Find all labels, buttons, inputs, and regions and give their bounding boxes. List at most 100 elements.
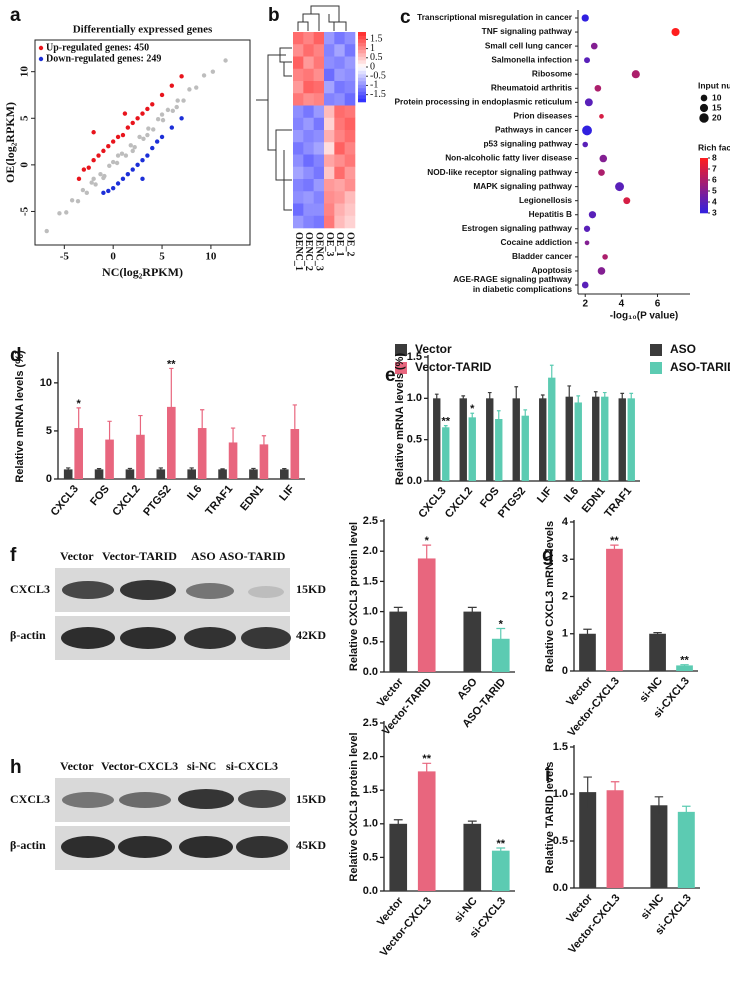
y-tick-label: 1.0 [407, 392, 422, 404]
bar [249, 469, 258, 479]
colorbar-step [700, 193, 708, 197]
colorbar-step [358, 46, 366, 50]
blot-row-label: β-actin [10, 838, 46, 852]
colorbar-step [700, 177, 708, 181]
point [132, 144, 137, 150]
y-tick-label: 1.5 [363, 784, 378, 796]
significance-label: * [499, 618, 504, 630]
bar [218, 469, 227, 479]
point [91, 158, 96, 163]
bar [259, 444, 269, 479]
x-tick-label: LIF [277, 483, 297, 504]
heat-cell [313, 203, 325, 217]
colorbar-tick-label: 6 [712, 174, 717, 184]
chart-title: Differentially expressed genes [73, 24, 213, 36]
bar [459, 398, 467, 481]
heat-cell [303, 117, 314, 131]
column-label: OENC_1 [293, 232, 304, 271]
colorbar-tick-label: 4 [712, 196, 717, 206]
colorbar-step [358, 32, 366, 36]
error-bar [610, 781, 620, 799]
point [165, 107, 171, 113]
heat-cell [303, 68, 314, 82]
heat-cell [293, 56, 304, 70]
colorbar-step [700, 163, 708, 167]
y-tick-label: 0.5 [363, 851, 378, 863]
heat-cell [313, 81, 325, 94]
heat-cell [313, 130, 325, 143]
bar [156, 469, 166, 479]
colorbar-step [358, 35, 366, 40]
bar [491, 638, 510, 672]
bubble [602, 254, 608, 260]
colorbar-step [700, 207, 708, 211]
x-tick-label: CXCL3 [49, 483, 81, 518]
point [159, 92, 165, 98]
y-tick-label: 10 [40, 377, 52, 389]
y-axis-label: Relative CXCL3 mRNA levels [544, 521, 556, 672]
lane-label: Vector-CXCL3 [101, 759, 178, 773]
y-tick-label: 1.0 [553, 788, 568, 800]
panel-label: e [385, 365, 396, 386]
bubble [599, 114, 604, 119]
heat-cell [324, 166, 335, 180]
heat-cell [324, 215, 335, 229]
y-tick-label: 10 [19, 66, 31, 78]
x-axis-label: -log₁₀(P value) [610, 311, 678, 322]
error-bar [682, 805, 691, 818]
x-tick-label: CXCL3 [416, 485, 448, 520]
error-bar [422, 544, 432, 572]
panel-label: c [400, 7, 411, 28]
error-bar [127, 467, 133, 471]
error-bar [467, 606, 477, 616]
y-tick-label: 0.0 [363, 666, 378, 678]
y-axis-label: Relative TARID levels [544, 762, 556, 874]
colorbar-step [700, 204, 708, 208]
colorbar-tick-label: 1.5 [370, 34, 383, 45]
point [115, 153, 121, 158]
panel-label: d [10, 345, 22, 366]
bar [579, 633, 596, 671]
significance-label: * [470, 403, 475, 415]
category-label: Rheumatoid arthritis [491, 82, 573, 92]
y-tick-label: 0.5 [407, 434, 422, 446]
error-bar [220, 468, 225, 470]
lane-label: si-NC [187, 759, 216, 773]
bar [677, 811, 695, 888]
y-axis-label: Relative CXCL3 protein level [348, 732, 360, 881]
legend-title: Input number [698, 80, 730, 90]
category-label: TNF signaling pathway [482, 26, 573, 36]
point [174, 104, 179, 110]
category-label: Salmonella infection [491, 54, 572, 64]
heat-cell [344, 166, 356, 180]
bubble [597, 267, 606, 275]
colorbar-step [358, 67, 366, 71]
colorbar-step [700, 169, 708, 173]
bar [417, 558, 436, 672]
point [141, 136, 146, 141]
colorbar-tick-label: 0.5 [370, 52, 383, 63]
colorbar-step [358, 77, 366, 82]
point [223, 58, 228, 63]
heat-cell [344, 93, 356, 106]
error-bar [496, 410, 501, 428]
heat-cell [334, 154, 345, 168]
heat-cell [293, 142, 304, 155]
bubble [582, 125, 592, 136]
significance-label: ** [167, 358, 176, 370]
bar [197, 428, 207, 479]
y-tick-label: 0 [562, 665, 568, 677]
error-bar [422, 762, 432, 780]
point [169, 125, 175, 130]
heat-cell [293, 117, 304, 131]
point [146, 126, 151, 131]
y-axis-label: Relative mRNA levels (%) [14, 350, 26, 483]
bar [442, 427, 450, 481]
size-legend-label: 20 [712, 112, 722, 122]
heat-cell [303, 56, 314, 70]
heat-cell [334, 215, 345, 229]
heat-cell [303, 130, 314, 143]
bar [495, 419, 503, 481]
